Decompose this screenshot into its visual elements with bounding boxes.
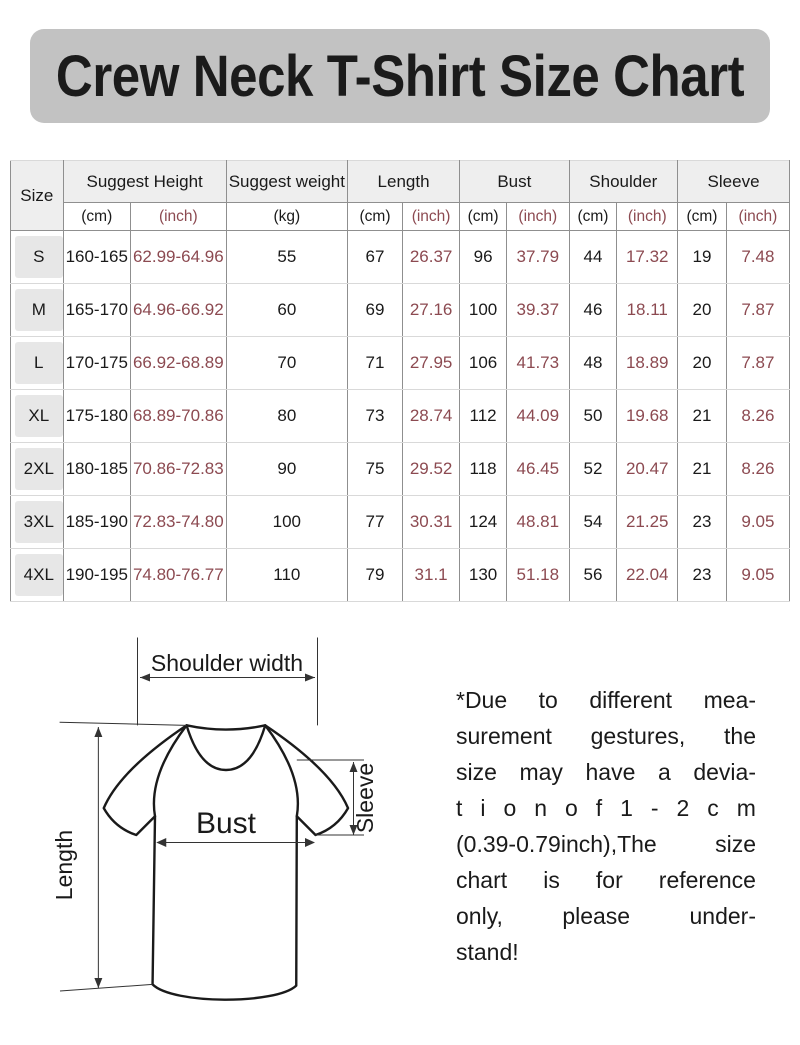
svg-text:Shoulder width: Shoulder width xyxy=(151,650,303,676)
svg-text:Sleeve: Sleeve xyxy=(352,763,378,833)
svg-text:Length: Length xyxy=(51,830,77,900)
svg-text:Bust: Bust xyxy=(196,807,257,840)
